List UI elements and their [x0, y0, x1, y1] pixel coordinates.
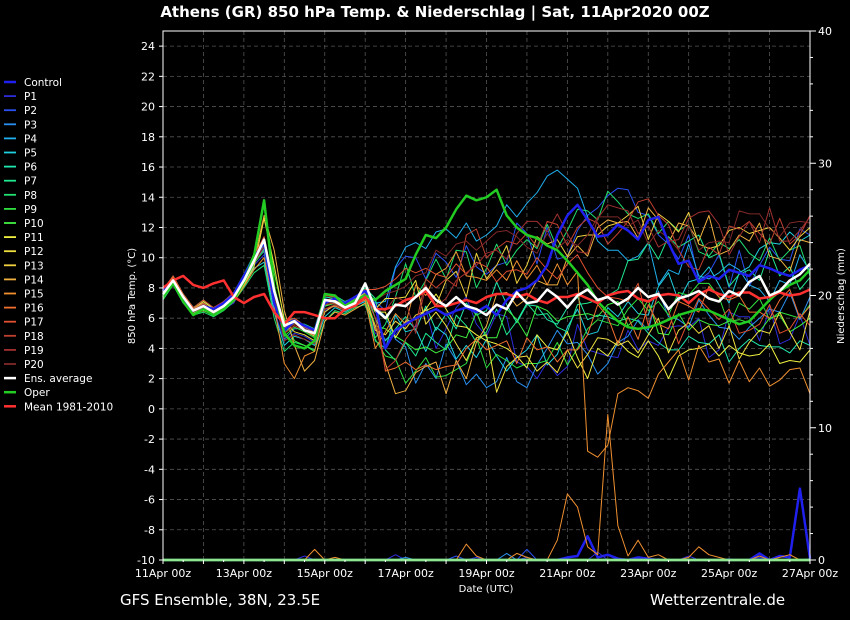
x-axis-label: Date (UTC) — [459, 584, 514, 595]
y-tick-label: 0 — [148, 403, 155, 416]
x-tick-label: 25Apr 00z — [701, 567, 758, 580]
legend-label: P19 — [24, 345, 44, 357]
legend-label: P13 — [24, 260, 44, 272]
temp-line-p8 — [162, 190, 811, 352]
y-tick-label: -10 — [137, 554, 155, 567]
y-axis-label: 850 hPa Temp. (°C) — [127, 248, 138, 344]
legend-label: P18 — [24, 331, 44, 343]
legend-label: P12 — [24, 246, 44, 258]
legend-label: P2 — [24, 105, 37, 117]
y2-tick-label: 30 — [818, 157, 832, 170]
y-tick-label: 4 — [148, 342, 155, 355]
x-tick-label: 13Apr 00z — [216, 567, 273, 580]
legend-label: P14 — [24, 274, 44, 286]
y-tick-label: 16 — [141, 161, 155, 174]
legend-label: P5 — [24, 148, 37, 160]
legend-label: P17 — [24, 317, 44, 329]
y-tick-label: 12 — [141, 221, 155, 234]
legend-label: Mean 1981-2010 — [24, 401, 113, 413]
legend-label: P11 — [24, 232, 44, 244]
y-tick-label: 20 — [141, 101, 155, 114]
legend-label: Ens. average — [24, 373, 92, 385]
axes: -10-8-6-4-202468101214161820222401020304… — [135, 25, 839, 580]
x-tick-label: 11Apr 00z — [135, 567, 192, 580]
y2-axis-label: Niederschlag (mm) — [836, 248, 847, 344]
legend-label: P16 — [24, 303, 44, 315]
legend-label: P15 — [24, 289, 44, 301]
temp-line-ens-average — [161, 238, 811, 335]
legend: Control P1 P2 P3 P4 P5 P6 P7 P8 P9 P10 P11 P12 P13 P14… — [4, 77, 113, 413]
legend-label: P10 — [24, 218, 44, 230]
x-tick-label: 19Apr 00z — [458, 567, 515, 580]
temperature-lines — [161, 169, 811, 458]
y2-tick-label: 20 — [818, 290, 832, 303]
legend-label: Control — [24, 77, 62, 89]
y2-tick-label: 0 — [818, 554, 825, 567]
y-tick-label: 10 — [141, 252, 155, 265]
y-tick-label: 24 — [141, 40, 155, 53]
y-tick-label: 8 — [148, 282, 155, 295]
legend-label: P9 — [24, 204, 37, 216]
y-tick-label: -6 — [144, 494, 155, 507]
legend-label: P7 — [24, 176, 37, 188]
y-tick-label: 6 — [148, 312, 155, 325]
temp-line-p14 — [162, 207, 811, 395]
y-tick-label: -2 — [144, 433, 155, 446]
x-tick-label: 21Apr 00z — [539, 567, 596, 580]
temp-line-control — [162, 203, 811, 350]
legend-label: P3 — [24, 119, 37, 131]
y2-tick-label: 10 — [818, 422, 832, 435]
temp-line-oper — [161, 188, 811, 350]
x-tick-label: 17Apr 00z — [377, 567, 434, 580]
legend-label: P8 — [24, 190, 37, 202]
footer-site: Wetterzentrale.de — [650, 591, 785, 609]
legend-label: P4 — [24, 133, 37, 145]
legend-label: Oper — [24, 387, 50, 399]
temp-line-p5 — [162, 231, 811, 372]
y-tick-label: -4 — [144, 463, 155, 476]
y-tick-label: 14 — [141, 191, 155, 204]
x-tick-label: 23Apr 00z — [620, 567, 677, 580]
y-tick-label: 22 — [141, 70, 155, 83]
legend-label: P20 — [24, 359, 44, 371]
legend-label: P1 — [24, 91, 37, 103]
footer-source: GFS Ensemble, 38N, 23.5E — [120, 591, 320, 609]
legend-label: P6 — [24, 162, 37, 174]
y-tick-label: 18 — [141, 131, 155, 144]
y-tick-label: 2 — [148, 373, 155, 386]
x-tick-label: 27Apr 00z — [782, 567, 839, 580]
x-tick-label: 15Apr 00z — [297, 567, 354, 580]
chart-title: Athens (GR) 850 hPa Temp. & Niederschlag… — [160, 3, 709, 22]
y2-tick-label: 40 — [818, 25, 832, 38]
y-tick-label: -8 — [144, 524, 155, 537]
